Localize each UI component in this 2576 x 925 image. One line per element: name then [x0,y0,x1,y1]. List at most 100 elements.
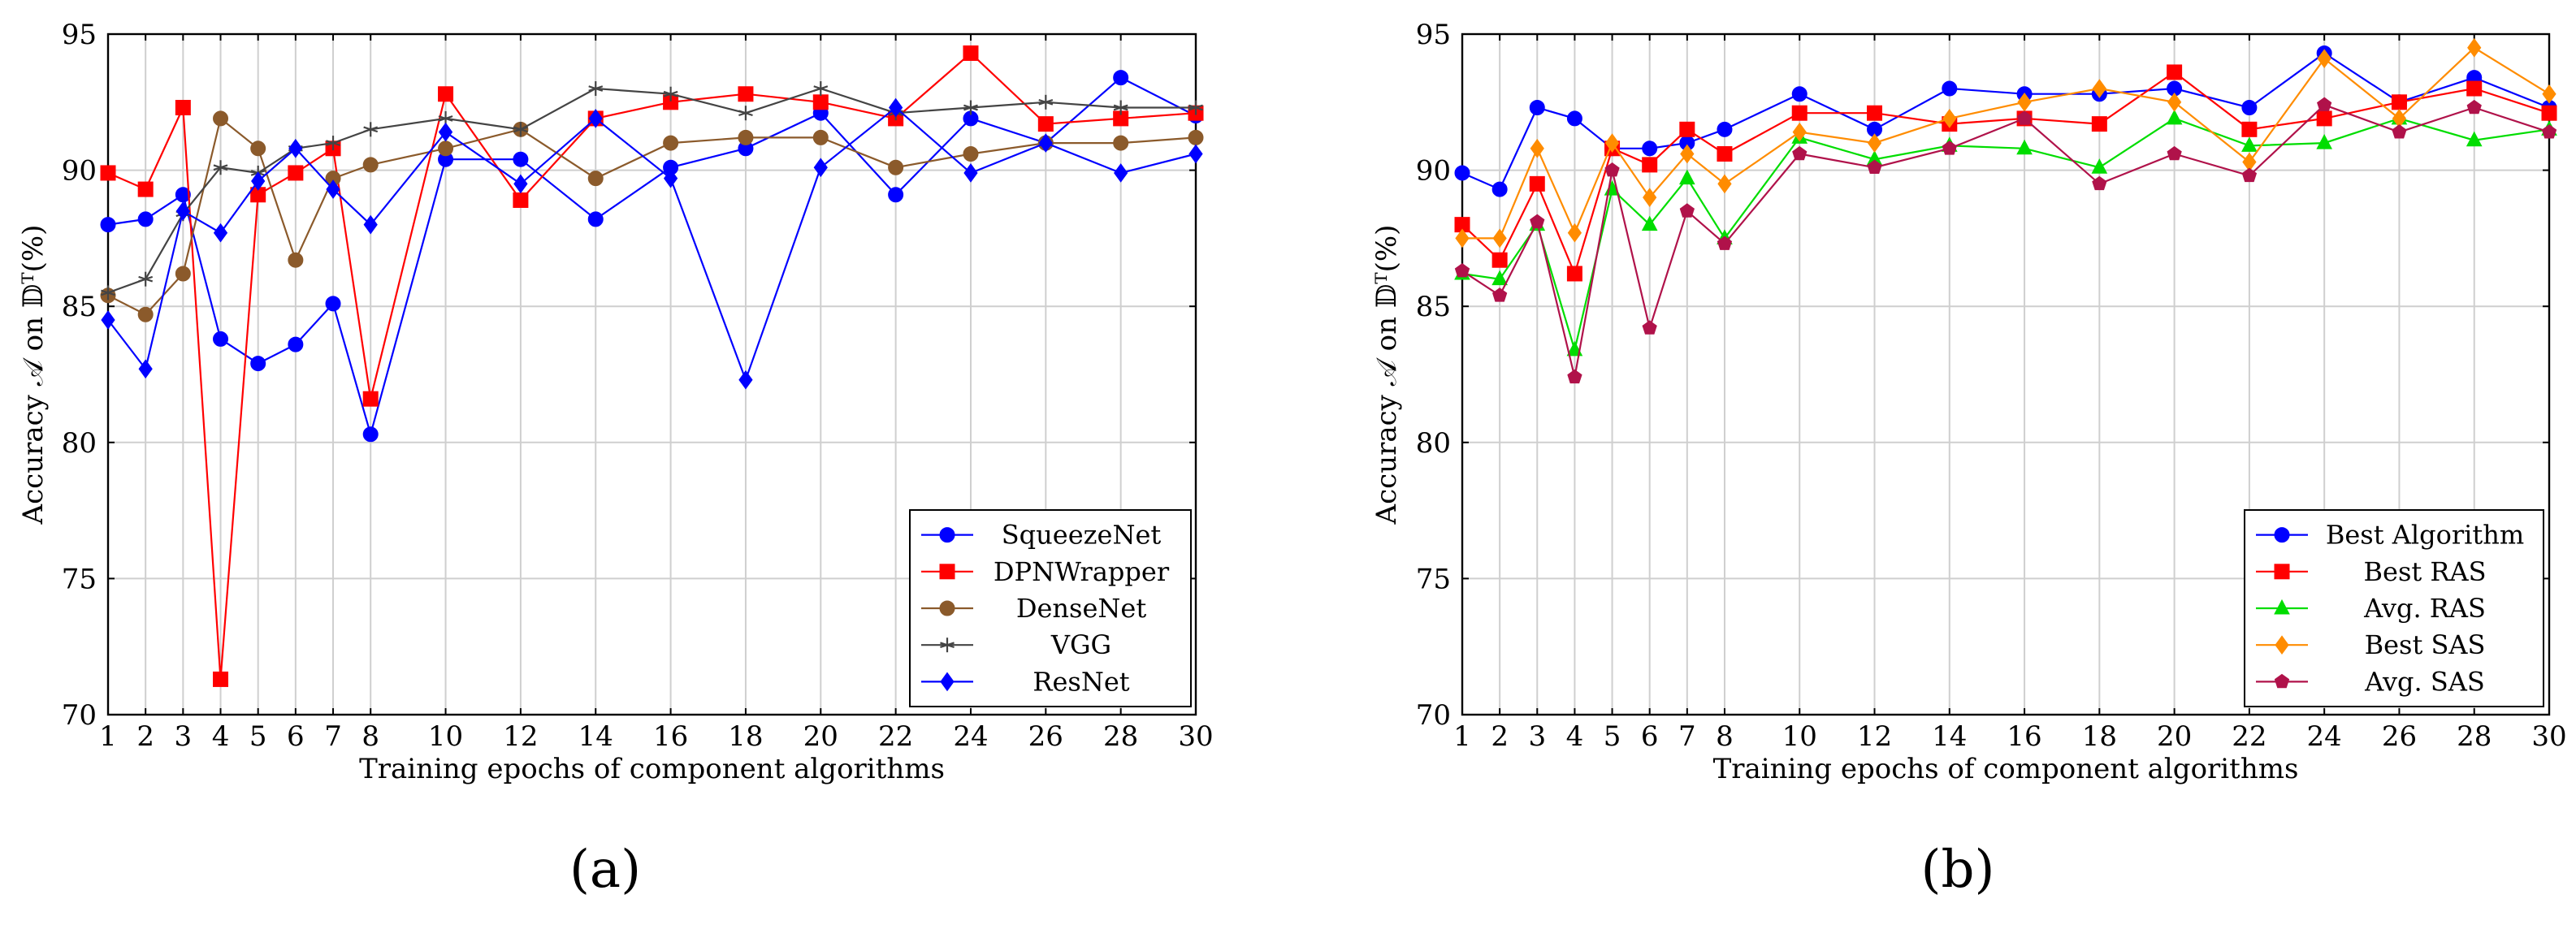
x-tick-label: 28 [2457,720,2492,753]
data-point-resnet [738,370,753,390]
data-point-resnet [1114,163,1128,183]
data-point-resnet [513,174,528,194]
data-point-resnet [326,179,340,199]
series-best-sas [1455,37,2557,249]
series-line-best-sas [1462,46,2550,240]
legend-marker [940,672,955,692]
data-point-best-sas [2167,92,2182,112]
series-avg-ras [1454,109,2557,357]
data-point-densenet [812,129,829,145]
x-tick-label: 18 [728,720,763,753]
data-point-avg-sas [1867,159,1882,174]
x-tick-label: 16 [653,720,688,753]
data-point-best-algorithm [2241,100,2258,116]
legend-marker [2274,527,2290,543]
y-tick-label: 90 [62,155,97,188]
panel-label: (a) [569,840,641,900]
y-tick-label: 90 [1416,155,1451,188]
series-resnet [101,97,1203,390]
data-point-densenet [362,157,379,173]
data-point-dpnwrapper [100,165,116,181]
legend-item-densenet: DenseNet [921,593,1146,624]
x-tick-label: 6 [1641,720,1659,753]
x-tick-label: 14 [1932,720,1967,753]
data-point-vgg [1038,94,1054,110]
data-point-resnet [101,310,115,330]
data-point-squeezenet [888,187,904,203]
legend: SqueezeNet DPNWrapper DenseNet VGG ResNet [909,509,1192,707]
data-point-densenet [250,140,266,157]
data-point-best-ras [2091,116,2107,132]
data-point-dpnwrapper [288,165,304,181]
data-point-avg-ras [2166,109,2183,125]
series-line-best-algorithm [1461,52,2550,191]
data-point-squeezenet [100,217,116,233]
x-tick-label: 24 [953,720,988,753]
data-point-densenet [1113,135,1129,151]
data-point-best-algorithm [1491,181,1508,197]
x-tick-label: 22 [2232,720,2266,753]
data-point-resnet [1038,133,1053,153]
data-point-squeezenet [288,336,304,352]
x-tick-label: 3 [175,720,193,753]
x-tick-label: 6 [287,720,305,753]
x-tick-label: 4 [212,720,230,753]
data-point-best-ras [1867,105,1883,121]
data-point-vgg [326,136,340,151]
data-point-vgg [963,100,978,115]
data-point-vgg [738,106,753,121]
legend-label: Avg. SAS [2364,666,2485,697]
y-axis-label: Accuracy 𝒜 on 𝔻ᵀ(%) [17,225,50,525]
legend-label: ResNet [1033,666,1129,697]
data-point-resnet [963,163,978,183]
y-tick-label: 85 [62,291,97,323]
data-point-densenet [963,145,979,162]
x-tick-label: 26 [2382,720,2417,753]
data-point-dpnwrapper [1037,116,1054,132]
y-axis-label: Accuracy 𝒜 on 𝔻ᵀ(%) [1370,225,1403,525]
data-point-dpnwrapper [963,45,979,61]
data-point-vgg [1188,100,1203,115]
data-point-avg-sas [1492,287,1508,302]
data-point-best-sas [2542,84,2557,104]
x-tick-label: 3 [1528,720,1546,753]
legend-item-dpnwrapper: DPNWrapper [921,556,1170,587]
data-point-best-sas [2092,79,2106,98]
x-tick-label: 20 [2157,720,2192,753]
data-point-densenet [663,135,679,151]
data-point-avg-sas [2317,97,2332,111]
data-point-best-algorithm [1529,100,1545,116]
data-point-avg-sas [2241,167,2258,183]
data-point-avg-ras [2466,131,2483,147]
data-point-vgg [101,285,115,300]
x-tick-label: 8 [362,720,379,753]
data-point-best-ras [1566,266,1582,282]
data-point-resnet [138,359,153,379]
data-point-squeezenet [587,211,604,227]
data-point-avg-sas [2466,99,2482,115]
data-point-best-sas [1530,138,1544,158]
x-tick-label: 26 [1028,720,1063,753]
legend-label: SqueezeNet [1002,520,1162,551]
chart-panel-a: 1 2 3 4 5 6 7 8 10 12 14 16 18 20 22 24 26 28 307075808590… [17,19,1214,900]
data-point-dpnwrapper [438,86,454,102]
data-point-resnet [213,223,228,243]
data-point-best-sas [1492,228,1507,249]
x-tick-label: 20 [803,720,838,753]
legend-item-vgg: VGG [921,629,1111,660]
plot-frame [1461,32,2551,716]
data-point-dpnwrapper [513,192,529,208]
data-point-best-algorithm [1791,86,1808,102]
x-axis-label: Training epochs of component algorithms [1713,753,2299,785]
legend-item-avg-sas: Avg. SAS [2256,666,2485,697]
legend-marker [939,564,955,580]
x-axis-label: Training epochs of component algorithms [359,753,945,785]
series-line-vgg [107,87,1196,294]
data-point-densenet [888,159,904,175]
data-point-avg-sas [1717,236,1733,250]
data-point-densenet [175,266,191,282]
data-point-densenet [213,110,229,127]
y-tick-label: 80 [1416,427,1451,460]
data-point-avg-sas [1604,162,1620,177]
